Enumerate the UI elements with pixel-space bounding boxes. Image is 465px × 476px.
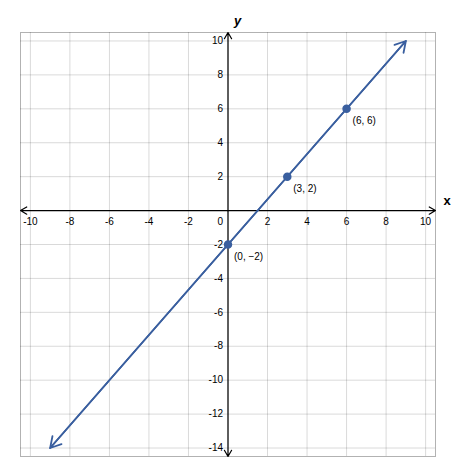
svg-text:x: x: [444, 193, 452, 208]
svg-text:-8: -8: [65, 216, 74, 227]
svg-text:(0, −2): (0, −2): [234, 251, 263, 262]
svg-text:-2: -2: [214, 239, 223, 250]
svg-text:-10: -10: [23, 216, 38, 227]
svg-text:(3, 2): (3, 2): [293, 183, 316, 194]
svg-text:2: 2: [217, 171, 223, 182]
svg-text:2: 2: [265, 216, 271, 227]
svg-text:8: 8: [383, 216, 389, 227]
svg-text:4: 4: [304, 216, 310, 227]
svg-text:8: 8: [217, 69, 223, 80]
svg-text:y: y: [233, 13, 242, 28]
svg-text:0: 0: [217, 216, 223, 227]
svg-text:-4: -4: [144, 216, 153, 227]
svg-text:-6: -6: [105, 216, 114, 227]
svg-text:-14: -14: [209, 442, 224, 453]
svg-text:6: 6: [344, 216, 350, 227]
svg-text:(6, 6): (6, 6): [353, 115, 376, 126]
svg-text:6: 6: [217, 103, 223, 114]
svg-text:4: 4: [217, 137, 223, 148]
svg-text:10: 10: [212, 35, 224, 46]
svg-text:-4: -4: [214, 273, 223, 284]
svg-text:10: 10: [420, 216, 432, 227]
svg-text:-10: -10: [209, 374, 224, 385]
svg-text:-2: -2: [184, 216, 193, 227]
svg-text:-6: -6: [214, 307, 223, 318]
svg-text:-12: -12: [209, 408, 224, 419]
svg-text:-8: -8: [214, 340, 223, 351]
